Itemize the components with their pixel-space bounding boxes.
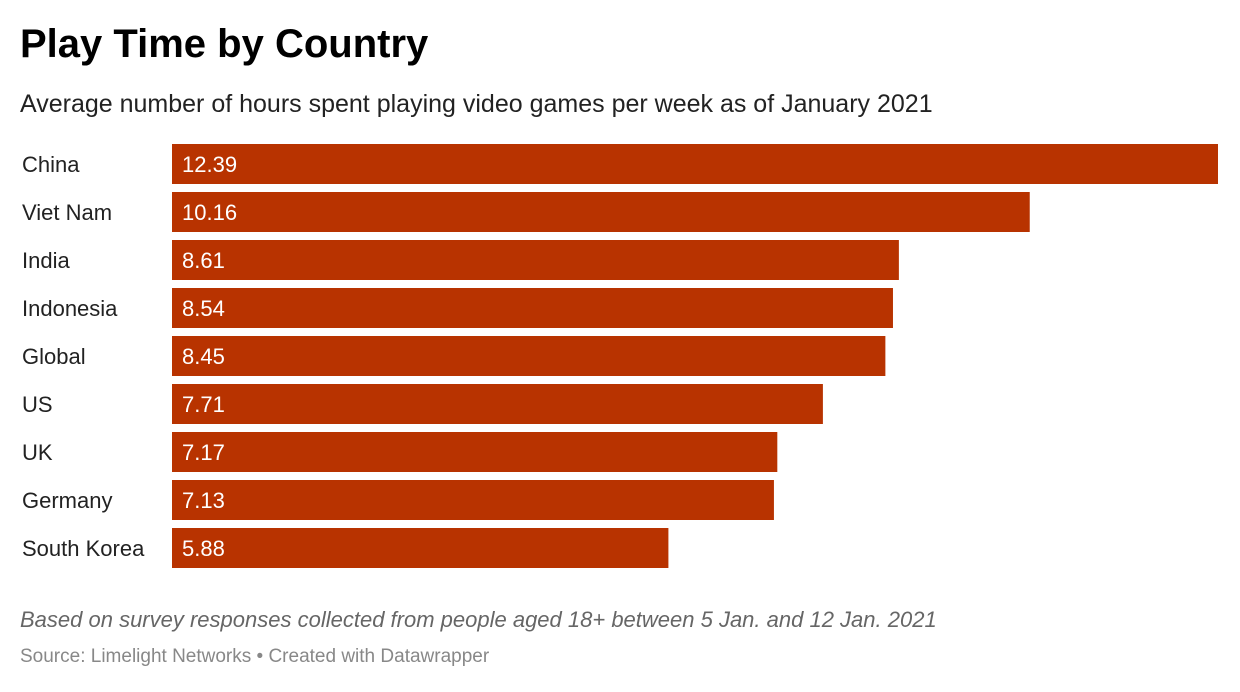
bar: [172, 384, 823, 424]
category-label: Global: [22, 344, 86, 369]
chart-source: Source: Limelight Networks • Created wit…: [20, 646, 490, 667]
value-label: 7.17: [182, 440, 225, 465]
chart-subtitle: Average number of hours spent playing vi…: [20, 90, 933, 118]
value-label: 7.71: [182, 392, 225, 417]
category-label: Viet Nam: [22, 200, 112, 225]
value-label: 8.54: [182, 296, 225, 321]
bar: [172, 336, 886, 376]
category-label: South Korea: [22, 536, 145, 561]
bar: [172, 480, 774, 520]
category-label: Indonesia: [22, 296, 118, 321]
bar: [172, 192, 1030, 232]
chart-note: Based on survey responses collected from…: [20, 607, 937, 632]
value-label: 5.88: [182, 536, 225, 561]
bar: [172, 144, 1218, 184]
value-label: 12.39: [182, 152, 237, 177]
value-label: 7.13: [182, 488, 225, 513]
chart-title: Play Time by Country: [20, 22, 429, 66]
bar: [172, 432, 778, 472]
category-label: UK: [22, 440, 53, 465]
category-label: US: [22, 392, 53, 417]
category-label: Germany: [22, 488, 112, 513]
bar: [172, 240, 899, 280]
category-label: India: [22, 248, 70, 273]
category-label: China: [22, 152, 80, 177]
value-label: 10.16: [182, 200, 237, 225]
value-label: 8.45: [182, 344, 225, 369]
bar: [172, 288, 893, 328]
bar: [172, 528, 669, 568]
value-label: 8.61: [182, 248, 225, 273]
